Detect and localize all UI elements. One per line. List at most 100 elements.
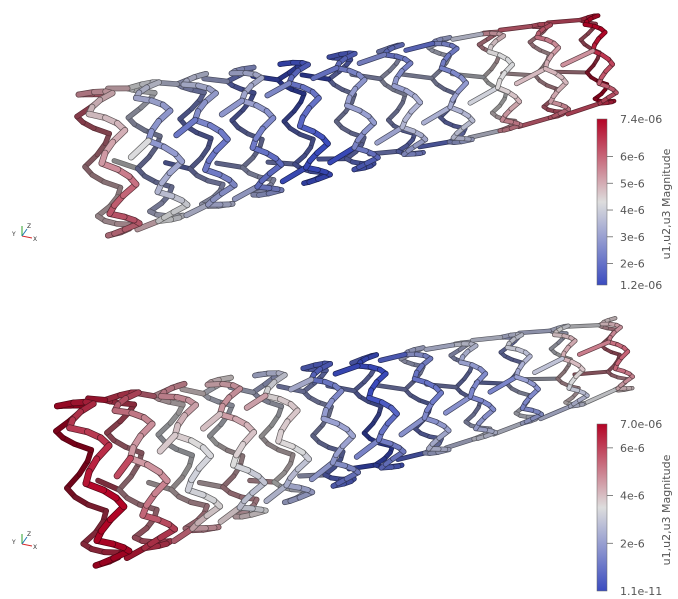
stent-strut: [276, 429, 284, 444]
stent-link: [523, 377, 559, 381]
stent-link: [264, 483, 289, 504]
stent-mesh: [74, 13, 619, 239]
stent-link: [280, 165, 309, 184]
axis-z-label: Z: [27, 223, 31, 230]
stent-link: [546, 18, 582, 25]
colorbar-tick-label: 3e-6: [620, 231, 645, 244]
stent-link: [232, 184, 260, 202]
stent-link: [171, 526, 195, 544]
stent-strut: [495, 78, 502, 90]
stent-strut: [230, 108, 245, 123]
stent-link: [551, 70, 589, 74]
colorbar-title: u1,u2,u3 Magnitude: [660, 148, 673, 259]
stent-link: [532, 356, 565, 375]
colorbar-tick-label: 6e-6: [620, 150, 645, 163]
stent-link: [399, 415, 427, 437]
color-legend: 7.0e-06 1.1e-11 6e-6 4e-6 2e-6 u1,u2,u3 Ma…: [596, 418, 673, 598]
stent-strut: [117, 474, 134, 492]
stent-link: [417, 140, 451, 149]
stent-link: [517, 329, 552, 335]
stent-link: [404, 41, 435, 53]
stent-strut: [82, 152, 100, 169]
stent-strut: [86, 502, 109, 514]
stent-link: [468, 85, 500, 105]
stent-link: [396, 451, 427, 462]
stent-link: [375, 383, 407, 392]
stent-render-top[interactable]: Y Z X 7.4e-06 1.2e-06 6e-6 5e-6 4e-6 3e-6 2e…: [0, 0, 678, 299]
stent-link: [288, 377, 314, 392]
render-view-top[interactable]: Y Z X 7.4e-06 1.2e-06 6e-6 5e-6 4e-6 3e-6 2e…: [0, 0, 678, 299]
stent-strut: [253, 126, 265, 142]
stent-render-bottom[interactable]: Y Z X 7.0e-06 1.1e-11 6e-6 4e-6 2e-6 u1,u2…: [0, 300, 678, 599]
stent-strut: [200, 445, 214, 459]
stent-link: [244, 393, 268, 411]
stent-link: [85, 396, 108, 403]
render-view-bottom[interactable]: Y Z X 7.0e-06 1.1e-11 6e-6 4e-6 2e-6 u1,u2…: [0, 300, 678, 599]
colorbar-min-label: 1.2e-06: [620, 279, 662, 292]
stent-link: [565, 101, 602, 116]
stent-link: [451, 32, 484, 42]
stent-link: [400, 72, 434, 80]
stent-link: [514, 66, 548, 86]
stent-link: [375, 125, 405, 145]
stent-strut: [456, 81, 469, 94]
stent-link: [180, 387, 206, 396]
stent-strut: [99, 150, 108, 166]
colorbar-tick-label: 6e-6: [620, 442, 645, 455]
colorbar-gradient: [596, 118, 608, 286]
colorbar-title: u1,u2,u3 Magnitude: [660, 454, 673, 565]
stent-link: [311, 65, 339, 81]
stent-strut: [72, 441, 94, 453]
stent-strut: [570, 359, 581, 368]
stent-link: [135, 218, 161, 232]
stent-strut: [91, 126, 112, 136]
stent-link: [491, 421, 524, 436]
stent-strut: [600, 53, 611, 61]
stent-strut: [104, 419, 123, 435]
stent-strut: [430, 390, 444, 405]
stent-strut: [233, 441, 246, 458]
stent-link: [354, 437, 381, 460]
axis-y-label: Y: [11, 539, 16, 546]
stent-link: [467, 129, 502, 140]
stent-strut: [161, 144, 178, 157]
stent-link: [565, 323, 601, 329]
stent-link: [265, 81, 292, 98]
stent-strut: [282, 109, 296, 123]
stent-strut: [543, 66, 557, 75]
stent-strut: [174, 447, 195, 458]
stent-strut: [344, 103, 362, 113]
stent-link: [539, 404, 572, 421]
stent-strut: [102, 179, 123, 190]
stent-mesh: [53, 316, 635, 569]
stent-link: [444, 437, 476, 450]
colorbar-ticks: 6e-6 4e-6 2e-6: [607, 442, 645, 550]
color-legend: 7.4e-06 1.2e-06 6e-6 5e-6 4e-6 3e-6 2e-6 u1,…: [596, 113, 673, 292]
stent-link: [124, 545, 147, 561]
colorbar-min-label: 1.1e-11: [620, 585, 662, 598]
stent-link: [112, 158, 140, 171]
colorbar-ticks: 6e-6 5e-6 4e-6 3e-6 2e-6: [607, 150, 645, 271]
stent-link: [219, 98, 245, 117]
stent-strut: [178, 106, 194, 121]
colorbar-max-label: 7.4e-06: [620, 113, 662, 126]
stent-link: [488, 375, 519, 394]
stent-link: [218, 505, 243, 525]
stent-link: [443, 394, 473, 415]
stent-strut: [64, 471, 82, 491]
stent-link: [114, 455, 134, 479]
stent-link: [184, 202, 211, 218]
orientation-axes-widget: Y Z X: [11, 223, 37, 243]
stent-link: [202, 76, 230, 84]
stent-link: [200, 411, 223, 431]
colorbar-gradient: [596, 423, 608, 592]
colorbar-max-label: 7.0e-06: [620, 418, 662, 431]
stent-strut: [468, 387, 475, 399]
stent-link: [333, 363, 360, 376]
stent-link: [498, 24, 533, 32]
stent-strut: [207, 422, 223, 438]
stent-link: [421, 105, 453, 125]
stent-link: [424, 343, 455, 352]
stent-strut: [188, 500, 210, 508]
stent-link: [327, 145, 357, 165]
